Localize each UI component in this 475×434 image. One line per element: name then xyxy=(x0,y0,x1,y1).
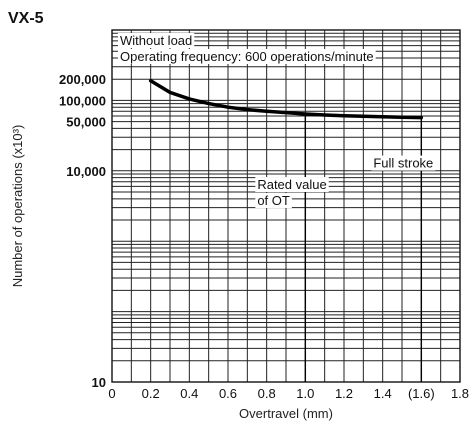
y-tick-labels: 200,000 100,000 50,000 10,000 10 xyxy=(59,72,106,390)
annotation-backing xyxy=(371,155,436,171)
legend-backing xyxy=(118,49,376,64)
annotation-text: of OT xyxy=(257,193,290,208)
y-tick-label: 50,000 xyxy=(66,115,106,130)
x-tick-label: 0 xyxy=(108,386,115,401)
y-axis-label: Number of operations (x10³) xyxy=(10,125,25,288)
series-layer xyxy=(148,79,424,120)
x-tick-label: 0.4 xyxy=(180,386,198,401)
y-tick-label: 10,000 xyxy=(66,164,106,179)
x-tick-label: (1.6) xyxy=(408,386,435,401)
legend-line: Operating frequency: 600 operations/minu… xyxy=(120,49,374,64)
annotation-backing xyxy=(255,193,292,209)
x-tick-label: 0.2 xyxy=(142,386,160,401)
series-line xyxy=(148,79,424,120)
x-tick-labels: 0 0.2 0.4 0.6 0.8 1.0 1.2 1.4 (1.6) 1.8 xyxy=(108,386,469,401)
x-tick-label: 1.2 xyxy=(335,386,353,401)
legend-backing xyxy=(118,33,195,48)
plot-frame xyxy=(111,29,461,383)
x-tick-label: 0.6 xyxy=(219,386,237,401)
x-tick-label: 1.0 xyxy=(296,386,314,401)
x-axis-label: Overtravel (mm) xyxy=(239,406,333,421)
legend-line: Without load xyxy=(120,33,192,48)
annotation-text: Rated value xyxy=(257,177,326,192)
x-tick-label: 1.8 xyxy=(451,386,469,401)
y-tick-label: 100,000 xyxy=(59,93,106,108)
annotation-backing xyxy=(255,177,329,193)
annotation-text: Full stroke xyxy=(373,156,433,171)
x-tick-label: 0.8 xyxy=(258,386,276,401)
y-tick-label: 10 xyxy=(92,375,106,390)
x-tick-label: 1.4 xyxy=(374,386,392,401)
chart-title: VX-5 xyxy=(8,10,44,27)
y-tick-label: 200,000 xyxy=(59,72,106,87)
